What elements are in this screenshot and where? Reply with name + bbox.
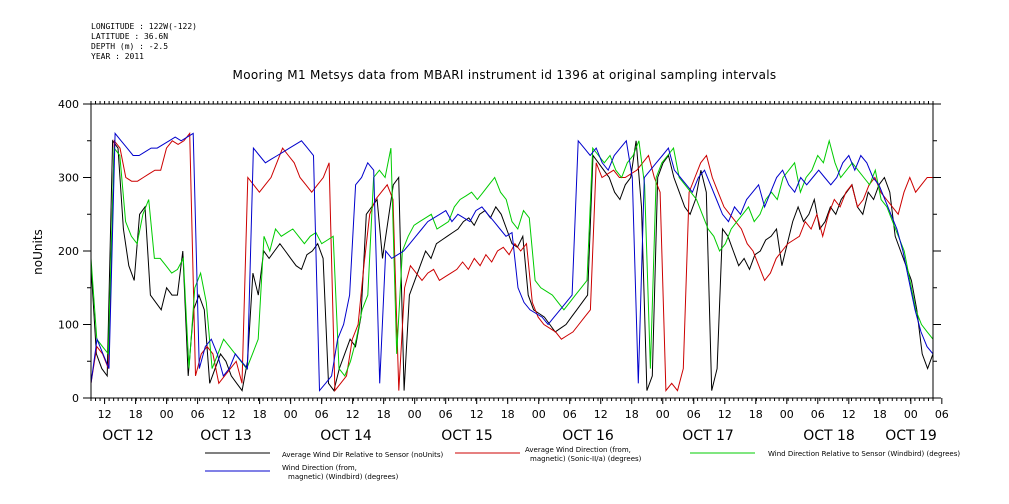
x-tick-label: 18: [501, 408, 515, 421]
y-tick-label: 200: [58, 245, 79, 258]
series-line-3: [90, 132, 934, 392]
year-label: YEAR : 2011: [91, 52, 144, 61]
x-tick-label: 12: [98, 408, 112, 421]
longitude-label: LONGITUDE : 122W(-122): [91, 22, 197, 31]
x-tick-label: 06: [315, 408, 329, 421]
x-day-label: OCT 16: [562, 428, 614, 444]
x-day-label: OCT 19: [885, 428, 937, 444]
x-tick-label: 18: [873, 408, 887, 421]
x-day-label: OCT 14: [320, 428, 372, 444]
x-tick-label: 18: [129, 408, 143, 421]
x-tick-label: 18: [625, 408, 639, 421]
x-tick-label: 00: [780, 408, 794, 421]
x-tick-label: 06: [935, 408, 949, 421]
x-tick-label: 12: [718, 408, 732, 421]
legend: Average Wind Dir Relative to Sensor (noU…: [205, 446, 960, 481]
x-tick-label: 06: [439, 408, 453, 421]
legend-label-windbird-magnetic: Wind Direction (from, magnetic) (Windbir…: [282, 464, 399, 481]
x-tick-label: 06: [811, 408, 825, 421]
x-tick-label: 06: [191, 408, 205, 421]
x-tick-label: 00: [284, 408, 298, 421]
x-day-label: OCT 17: [682, 428, 734, 444]
series-line-1: [90, 131, 933, 392]
x-tick-label: 00: [904, 408, 918, 421]
x-tick-label: 12: [594, 408, 608, 421]
legend-label-windbird-relative: Wind Direction Relative to Sensor (Windb…: [768, 450, 960, 458]
x-day-label: OCT 13: [200, 428, 252, 444]
x-tick-label: 12: [842, 408, 856, 421]
legend-label-sensor-relative: Average Wind Dir Relative to Sensor (noU…: [282, 451, 443, 459]
x-day-label: OCT 15: [441, 428, 493, 444]
latitude-label: LATITUDE : 36.6N: [91, 32, 169, 41]
y-axis-label: noUnits: [31, 229, 45, 275]
x-tick-label: 00: [408, 408, 422, 421]
chart-title: Mooring M1 Metsys data from MBARI instru…: [232, 68, 777, 82]
metadata-block: LONGITUDE : 122W(-122) LATITUDE : 36.6N …: [91, 22, 197, 62]
x-tick-label: 06: [563, 408, 577, 421]
legend-label-sonic: Average Wind Direction (from, magnetic) …: [525, 446, 642, 463]
x-tick-label: 12: [222, 408, 236, 421]
x-tick-label: 18: [377, 408, 391, 421]
x-tick-label: 06: [687, 408, 701, 421]
x-day-label: OCT 12: [102, 428, 154, 444]
y-tick-label: 300: [58, 172, 79, 185]
x-tick-label: 00: [532, 408, 546, 421]
x-day-label: OCT 18: [803, 428, 855, 444]
depth-label: DEPTH (m) : -2.5: [91, 42, 169, 51]
x-tick-label: 12: [470, 408, 484, 421]
series-line-2: [90, 138, 934, 377]
series-line-0: [90, 139, 934, 392]
x-tick-label: 00: [160, 408, 174, 421]
y-tick-label: 0: [72, 392, 79, 405]
x-tick-label: 18: [253, 408, 267, 421]
x-tick-label: 18: [749, 408, 763, 421]
x-tick-label: 12: [346, 408, 360, 421]
y-tick-label: 400: [58, 98, 79, 111]
y-tick-label: 100: [58, 319, 79, 332]
x-tick-label: 00: [656, 408, 670, 421]
